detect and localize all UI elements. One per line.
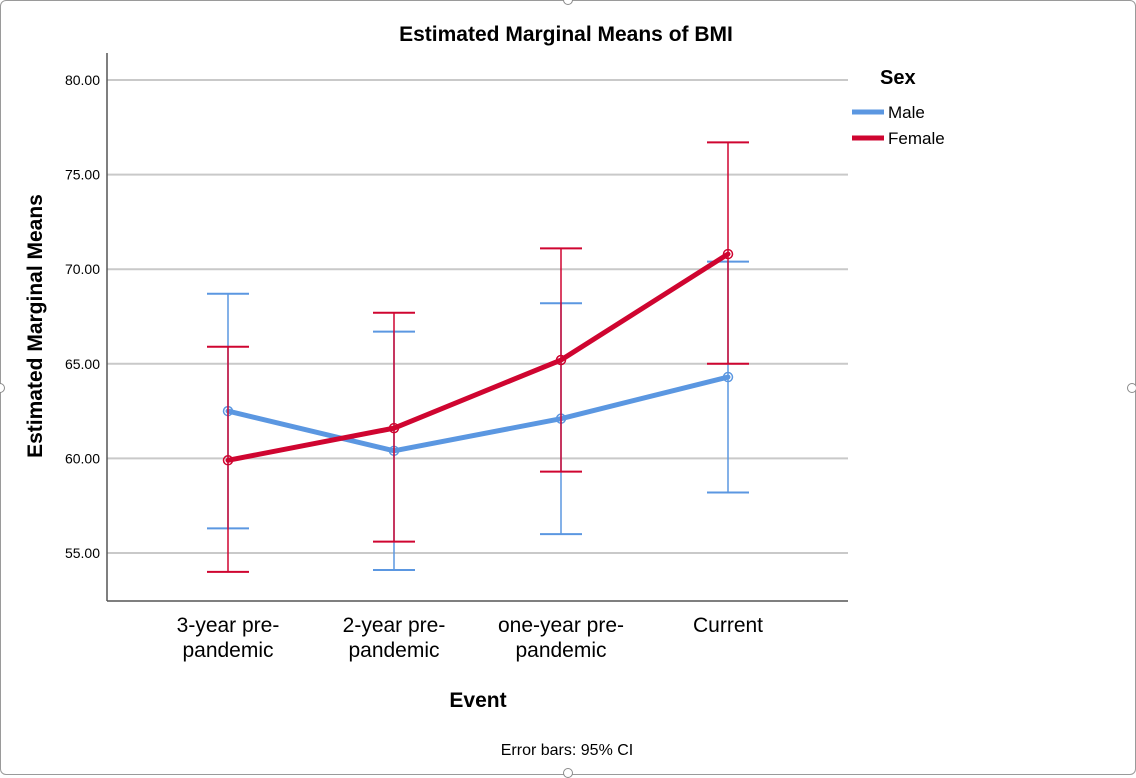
series-line-female: [225, 251, 731, 463]
data-point-male: [722, 371, 734, 383]
series-line-male: [225, 374, 731, 454]
legend-label-female: Female: [888, 129, 945, 148]
chart-title: Estimated Marginal Means of BMI: [399, 23, 733, 46]
x-category-label: 2-year pre-: [343, 614, 446, 637]
x-category-label: pandemic: [182, 639, 273, 662]
x-category-label: 3-year pre-: [177, 614, 280, 637]
y-tick-label: 75.00: [65, 167, 100, 183]
series-male: [207, 260, 749, 572]
data-point-female: [722, 248, 734, 260]
x-category-label: Current: [693, 614, 763, 637]
error-bar-footnote: Error bars: 95% CI: [501, 742, 633, 759]
y-tick-label: 60.00: [65, 450, 100, 466]
series-female: [207, 141, 749, 573]
data-point-female: [555, 354, 567, 366]
x-axis-title: Event: [449, 689, 506, 712]
legend-title: Sex: [880, 67, 916, 89]
data-point-female: [222, 455, 234, 466]
data-point-female: [388, 422, 400, 434]
gridlines: [107, 79, 848, 554]
y-tick-labels: 55.00 60.00 65.00 70.00 75.00 80.00: [65, 72, 100, 561]
x-category-label: pandemic: [348, 639, 439, 662]
x-category-label: one-year pre-: [498, 614, 624, 637]
y-tick-label: 65.00: [65, 356, 100, 372]
resize-handle-right[interactable]: [1127, 383, 1136, 393]
x-category-label: pandemic: [515, 639, 606, 662]
series: [207, 141, 749, 573]
y-tick-label: 55.00: [65, 545, 100, 561]
y-axis-title: Estimated Marginal Means: [24, 194, 47, 458]
legend-label-male: Male: [888, 103, 925, 122]
y-tick-label: 80.00: [65, 72, 100, 88]
legend: Male Female: [852, 103, 945, 148]
y-tick-label: 70.00: [65, 261, 100, 277]
axes: [106, 53, 848, 602]
